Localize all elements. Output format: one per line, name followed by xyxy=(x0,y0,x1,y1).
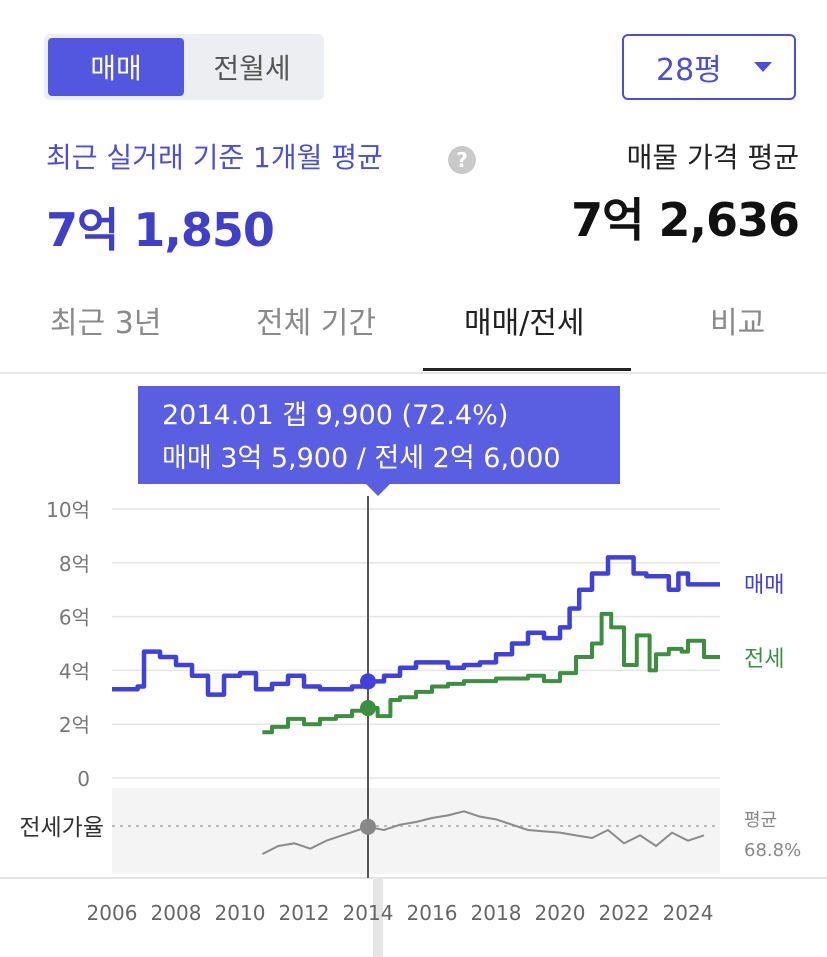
x-tick-label: 2016 xyxy=(407,901,458,925)
x-tick-label: 2018 xyxy=(471,901,522,925)
recent-average-value: 7억 1,850 xyxy=(46,203,275,257)
x-tick-label: 2006 xyxy=(87,901,138,925)
x-tick-label: 2010 xyxy=(215,901,266,925)
x-tick-label: 2012 xyxy=(279,901,330,925)
tooltip-price-line: 매매 3억 5,900 / 전세 2억 6,000 xyxy=(162,443,561,474)
jeonse-series-line xyxy=(262,611,720,735)
active-tab-underline xyxy=(423,368,631,371)
y-tick-label: 10억 xyxy=(46,498,90,522)
y-tick-label: 6억 xyxy=(59,606,90,630)
recent-average-label: 최근 실거래 기준 1개월 평균 xyxy=(46,141,383,174)
period-tabs: 최근 3년 전체 기간 매매/전세 비교 xyxy=(0,292,827,374)
ratio-average-label: 평균 xyxy=(744,810,777,831)
ratio-panel-background xyxy=(112,788,720,874)
area-select-dropdown[interactable]: 28평 xyxy=(622,34,796,100)
x-tick-label: 2020 xyxy=(535,901,586,925)
sale-highlight-point xyxy=(360,673,376,690)
area-select-value: 28평 xyxy=(656,53,722,88)
y-tick-label: 4억 xyxy=(59,659,90,683)
tab-sale-jeonse[interactable]: 매매/전세 xyxy=(464,306,585,341)
tab-all-period[interactable]: 전체 기간 xyxy=(256,306,376,341)
y-tick-label: 8억 xyxy=(59,552,90,576)
y-tick-label: 0 xyxy=(77,767,90,791)
cursor-track xyxy=(373,878,383,957)
caret-down-icon xyxy=(754,62,772,72)
sale-toggle-button[interactable]: 매매 xyxy=(48,38,184,96)
deal-type-toggle: 매매 전월세 xyxy=(44,34,324,100)
y-axis-ticks: 10억 8억 6억 4억 2억 0 xyxy=(46,498,90,791)
x-tick-label: 2014 xyxy=(343,901,394,925)
ratio-label: 전세가율 xyxy=(19,815,104,841)
x-tick-label: 2024 xyxy=(663,901,714,925)
ratio-average-value: 68.8% xyxy=(744,840,801,861)
help-icon[interactable]: ? xyxy=(448,146,476,174)
y-tick-label: 2억 xyxy=(59,713,90,737)
listing-average-value: 7억 2,636 xyxy=(571,193,800,247)
x-tick-label: 2022 xyxy=(599,901,650,925)
x-axis-ticks: 2006 2008 2010 2012 2014 2016 2018 2020 2022 2024 xyxy=(87,901,714,925)
ratio-line xyxy=(261,810,705,855)
grid-lines xyxy=(112,508,720,779)
ratio-highlight-point xyxy=(360,818,376,835)
tab-recent-3y[interactable]: 최근 3년 xyxy=(50,306,162,341)
sale-series-label: 매매 xyxy=(744,573,784,598)
rent-toggle-button[interactable]: 전월세 xyxy=(213,52,291,85)
jeonse-series-label: 전세 xyxy=(744,647,784,672)
tab-compare[interactable]: 비교 xyxy=(710,306,766,341)
listing-average-label: 매물 가격 평균 xyxy=(626,141,799,174)
tooltip-gap-line: 2014.01 갭 9,900 (72.4%) xyxy=(162,400,509,431)
sale-series-line xyxy=(112,555,720,697)
jeonse-highlight-point xyxy=(360,700,376,717)
tooltip-arrow xyxy=(366,484,390,496)
x-tick-label: 2008 xyxy=(151,901,202,925)
chart-tooltip: 2014.01 갭 9,900 (72.4%) 매매 3억 5,900 / 전세… xyxy=(138,386,620,484)
